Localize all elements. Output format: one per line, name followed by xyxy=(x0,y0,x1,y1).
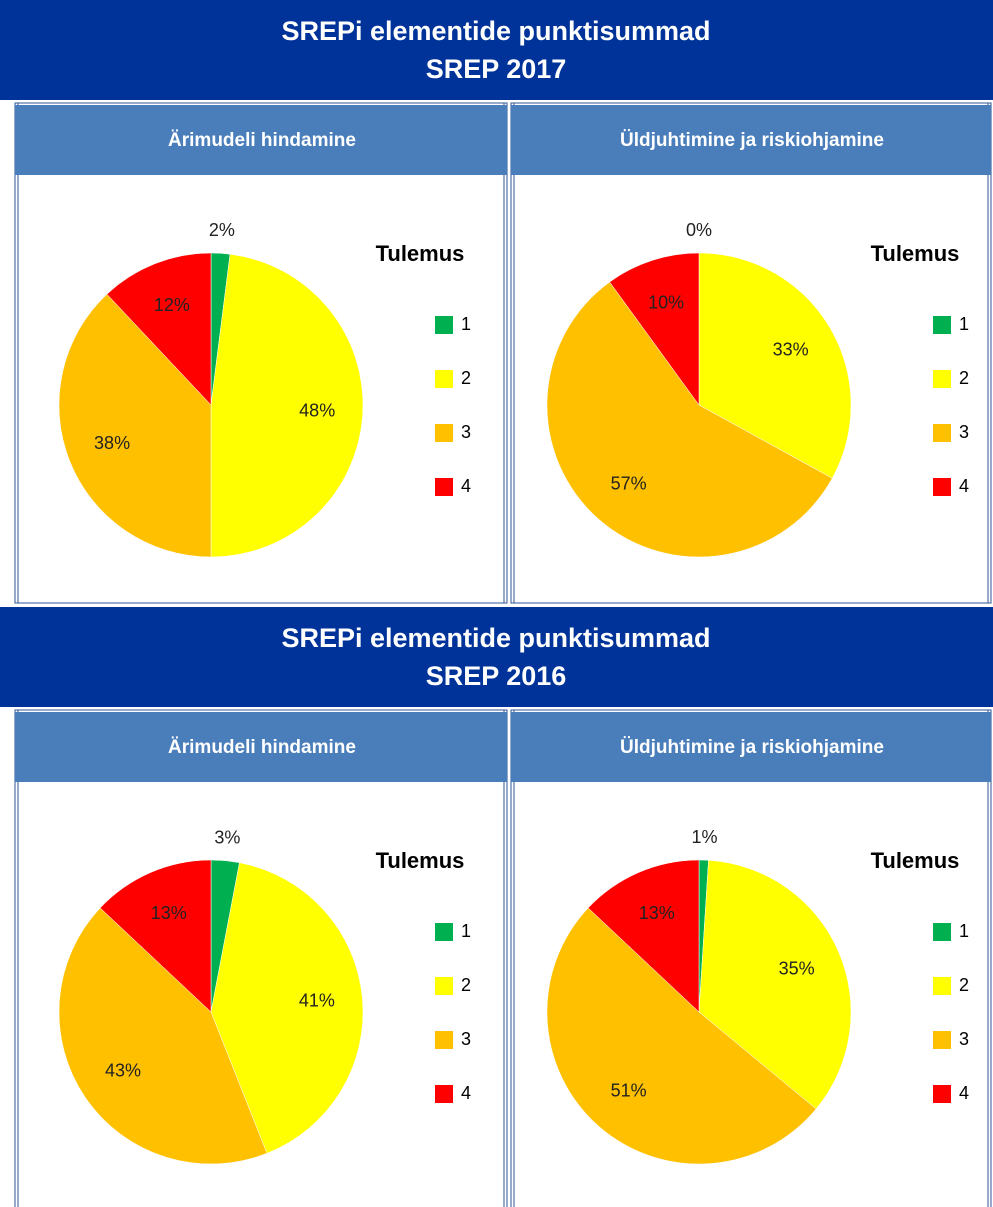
pie-slice xyxy=(58,907,268,1165)
legend-title: Tulemus xyxy=(871,241,960,266)
data-label: 12% xyxy=(154,295,190,315)
section-title: SREP 2016 xyxy=(426,661,567,691)
legend-swatch xyxy=(933,977,951,995)
data-label: 10% xyxy=(648,293,684,313)
data-label: 3% xyxy=(214,828,240,848)
panel-border-inner xyxy=(513,102,989,604)
legend-label: 4 xyxy=(959,1083,969,1103)
panel-border-inner xyxy=(17,102,505,604)
legend-swatch xyxy=(933,923,951,941)
data-label: 1% xyxy=(691,827,717,847)
data-label: 13% xyxy=(639,903,675,923)
legend-label: 4 xyxy=(461,1083,471,1103)
legend-label: 1 xyxy=(959,314,969,334)
pie-slice xyxy=(587,859,700,1013)
data-label: 41% xyxy=(299,991,335,1011)
section-header xyxy=(0,607,993,707)
legend-swatch xyxy=(435,1085,453,1103)
section-title: SREPi elementide punktisummad xyxy=(281,623,710,653)
data-label: 35% xyxy=(779,958,815,978)
legend-label: 4 xyxy=(959,476,969,496)
legend-swatch xyxy=(933,1085,951,1103)
legend-swatch xyxy=(435,923,453,941)
data-label: 43% xyxy=(105,1061,141,1081)
panel-header xyxy=(511,712,991,782)
pie-slice xyxy=(698,252,852,479)
pie-slice xyxy=(609,252,700,406)
panel-title: Ärimudeli hindamine xyxy=(168,130,356,151)
legend-swatch xyxy=(435,478,453,496)
legend-swatch xyxy=(435,316,453,334)
legend-swatch xyxy=(933,370,951,388)
legend-label: 2 xyxy=(461,975,471,995)
section-title: SREP 2017 xyxy=(426,54,567,84)
panel-border-inner xyxy=(17,709,505,1207)
data-label: 48% xyxy=(299,400,335,420)
data-label: 57% xyxy=(611,474,647,494)
section-title: SREPi elementide punktisummad xyxy=(281,16,710,46)
data-label: 0% xyxy=(686,220,712,240)
legend-swatch xyxy=(933,478,951,496)
pie-slice xyxy=(546,281,833,558)
panel-title: Üldjuhtimine ja riskiohjamine xyxy=(620,737,884,758)
data-label: 51% xyxy=(611,1081,647,1101)
data-label: 33% xyxy=(773,340,809,360)
legend-title: Tulemus xyxy=(871,848,960,873)
legend-title: Tulemus xyxy=(376,848,465,873)
legend-swatch xyxy=(435,424,453,442)
panel-title: Ärimudeli hindamine xyxy=(168,737,356,758)
pie-slice xyxy=(210,862,364,1154)
legend-swatch xyxy=(435,370,453,388)
pie-slice xyxy=(106,252,212,406)
legend-label: 2 xyxy=(461,368,471,388)
data-label: 2% xyxy=(209,220,235,240)
legend-swatch xyxy=(435,1031,453,1049)
legend-swatch xyxy=(933,316,951,334)
legend-label: 3 xyxy=(959,1029,969,1049)
pie-slice xyxy=(58,293,212,558)
legend-label: 1 xyxy=(959,921,969,941)
panel-header xyxy=(15,712,507,782)
panel-header xyxy=(15,105,507,175)
legend-label: 4 xyxy=(461,476,471,496)
legend-label: 3 xyxy=(461,422,471,442)
legend-label: 3 xyxy=(461,1029,471,1049)
legend-label: 3 xyxy=(959,422,969,442)
legend-swatch xyxy=(933,1031,951,1049)
pie-slice xyxy=(546,907,817,1165)
legend-label: 1 xyxy=(461,921,471,941)
legend-swatch xyxy=(933,424,951,442)
panel-border-inner xyxy=(513,709,989,1207)
panel-title: Üldjuhtimine ja riskiohjamine xyxy=(620,130,884,151)
legend-label: 1 xyxy=(461,314,471,334)
legend-title: Tulemus xyxy=(376,241,465,266)
panel-header xyxy=(511,105,991,175)
pie-slice xyxy=(210,253,364,558)
pie-slice xyxy=(99,859,212,1013)
legend-label: 2 xyxy=(959,975,969,995)
section-header xyxy=(0,0,993,100)
data-label: 38% xyxy=(94,433,130,453)
legend-swatch xyxy=(435,977,453,995)
legend-label: 2 xyxy=(959,368,969,388)
data-label: 13% xyxy=(151,903,187,923)
pie-slice xyxy=(698,860,852,1110)
